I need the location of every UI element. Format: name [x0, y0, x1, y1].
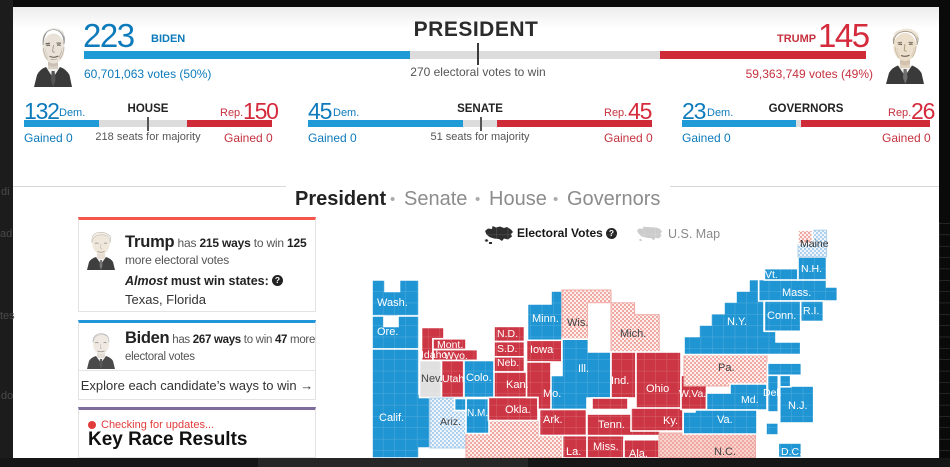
svg-text:N.D.: N.D.	[497, 328, 518, 340]
svg-text:Va.: Va.	[717, 414, 733, 426]
svg-text:Ala.: Ala.	[629, 448, 648, 458]
svg-text:Vt.: Vt.	[765, 269, 778, 281]
svg-text:Mont.: Mont.	[437, 339, 463, 351]
svg-text:Miss.: Miss.	[593, 441, 619, 453]
svg-text:S.D.: S.D.	[497, 343, 517, 355]
svg-text:D.C.: D.C.	[781, 446, 802, 458]
svg-text:Ky.: Ky.	[663, 415, 678, 427]
svg-text:Ohio: Ohio	[646, 383, 669, 395]
svg-text:Ark.: Ark.	[543, 414, 563, 426]
svg-text:Ill.: Ill.	[578, 363, 589, 375]
svg-text:Wyo.: Wyo.	[444, 350, 468, 362]
svg-text:Okla.: Okla.	[505, 404, 531, 416]
svg-text:Mich.: Mich.	[620, 328, 646, 340]
svg-text:Md.: Md.	[741, 394, 759, 406]
svg-text:N.M.: N.M.	[467, 408, 488, 419]
svg-text:W.Va.: W.Va.	[679, 388, 706, 400]
svg-text:Kan.: Kan.	[506, 379, 529, 391]
svg-text:N.J.: N.J.	[788, 400, 808, 412]
svg-text:Mass.: Mass.	[782, 287, 811, 299]
svg-text:R.I.: R.I.	[803, 305, 819, 317]
svg-text:Wis.: Wis.	[567, 317, 588, 329]
svg-text:Pa.: Pa.	[718, 362, 735, 374]
svg-text:Ore.: Ore.	[377, 326, 398, 338]
svg-text:Utah: Utah	[442, 373, 464, 385]
svg-text:N.Y.: N.Y.	[727, 316, 747, 328]
svg-text:Del.: Del.	[763, 387, 782, 399]
svg-text:Calif.: Calif.	[379, 412, 404, 424]
svg-text:Nev.: Nev.	[421, 373, 443, 385]
svg-text:Maine: Maine	[800, 238, 829, 250]
svg-text:Minn.: Minn.	[532, 313, 559, 325]
svg-text:Tenn.: Tenn.	[598, 419, 625, 431]
svg-text:N.H.: N.H.	[801, 263, 822, 275]
svg-text:Neb.: Neb.	[497, 357, 519, 369]
svg-text:N.C.: N.C.	[714, 446, 736, 458]
svg-text:Idaho: Idaho	[421, 349, 447, 361]
svg-text:Ariz.: Ariz.	[440, 416, 461, 428]
svg-text:Colo.: Colo.	[466, 372, 492, 384]
svg-text:Wash.: Wash.	[377, 297, 408, 309]
svg-text:Conn.: Conn.	[767, 310, 796, 322]
svg-text:Ind.: Ind.	[611, 375, 629, 387]
svg-text:La.: La.	[566, 446, 581, 458]
svg-text:Iowa: Iowa	[530, 344, 554, 356]
svg-text:Mo.: Mo.	[543, 388, 561, 400]
